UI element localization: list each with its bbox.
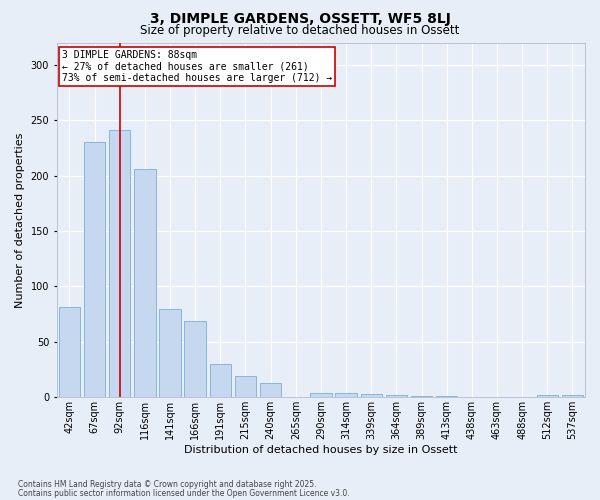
Text: 3, DIMPLE GARDENS, OSSETT, WF5 8LJ: 3, DIMPLE GARDENS, OSSETT, WF5 8LJ: [149, 12, 451, 26]
Bar: [84, 142, 105, 398]
Bar: [562, 395, 583, 398]
Text: Contains public sector information licensed under the Open Government Licence v3: Contains public sector information licen…: [18, 489, 350, 498]
Bar: [436, 396, 457, 398]
Bar: [411, 396, 432, 398]
Bar: [536, 395, 558, 398]
Bar: [260, 383, 281, 398]
Bar: [184, 321, 206, 398]
Bar: [209, 364, 231, 398]
X-axis label: Distribution of detached houses by size in Ossett: Distribution of detached houses by size …: [184, 445, 458, 455]
Bar: [310, 393, 332, 398]
Text: Size of property relative to detached houses in Ossett: Size of property relative to detached ho…: [140, 24, 460, 37]
Y-axis label: Number of detached properties: Number of detached properties: [15, 132, 25, 308]
Bar: [335, 393, 357, 398]
Bar: [361, 394, 382, 398]
Bar: [386, 395, 407, 398]
Text: 3 DIMPLE GARDENS: 88sqm
← 27% of detached houses are smaller (261)
73% of semi-d: 3 DIMPLE GARDENS: 88sqm ← 27% of detache…: [62, 50, 332, 83]
Bar: [109, 130, 130, 398]
Bar: [235, 376, 256, 398]
Bar: [160, 308, 181, 398]
Bar: [59, 308, 80, 398]
Text: Contains HM Land Registry data © Crown copyright and database right 2025.: Contains HM Land Registry data © Crown c…: [18, 480, 317, 489]
Bar: [134, 169, 155, 398]
